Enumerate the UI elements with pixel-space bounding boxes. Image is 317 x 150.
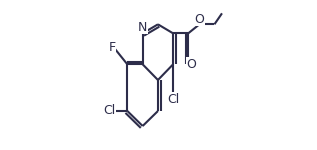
- Text: Cl: Cl: [167, 93, 179, 106]
- Text: Cl: Cl: [103, 105, 115, 117]
- Text: O: O: [195, 13, 204, 26]
- Text: O: O: [187, 58, 197, 71]
- Text: F: F: [108, 41, 116, 54]
- Text: N: N: [138, 21, 147, 34]
